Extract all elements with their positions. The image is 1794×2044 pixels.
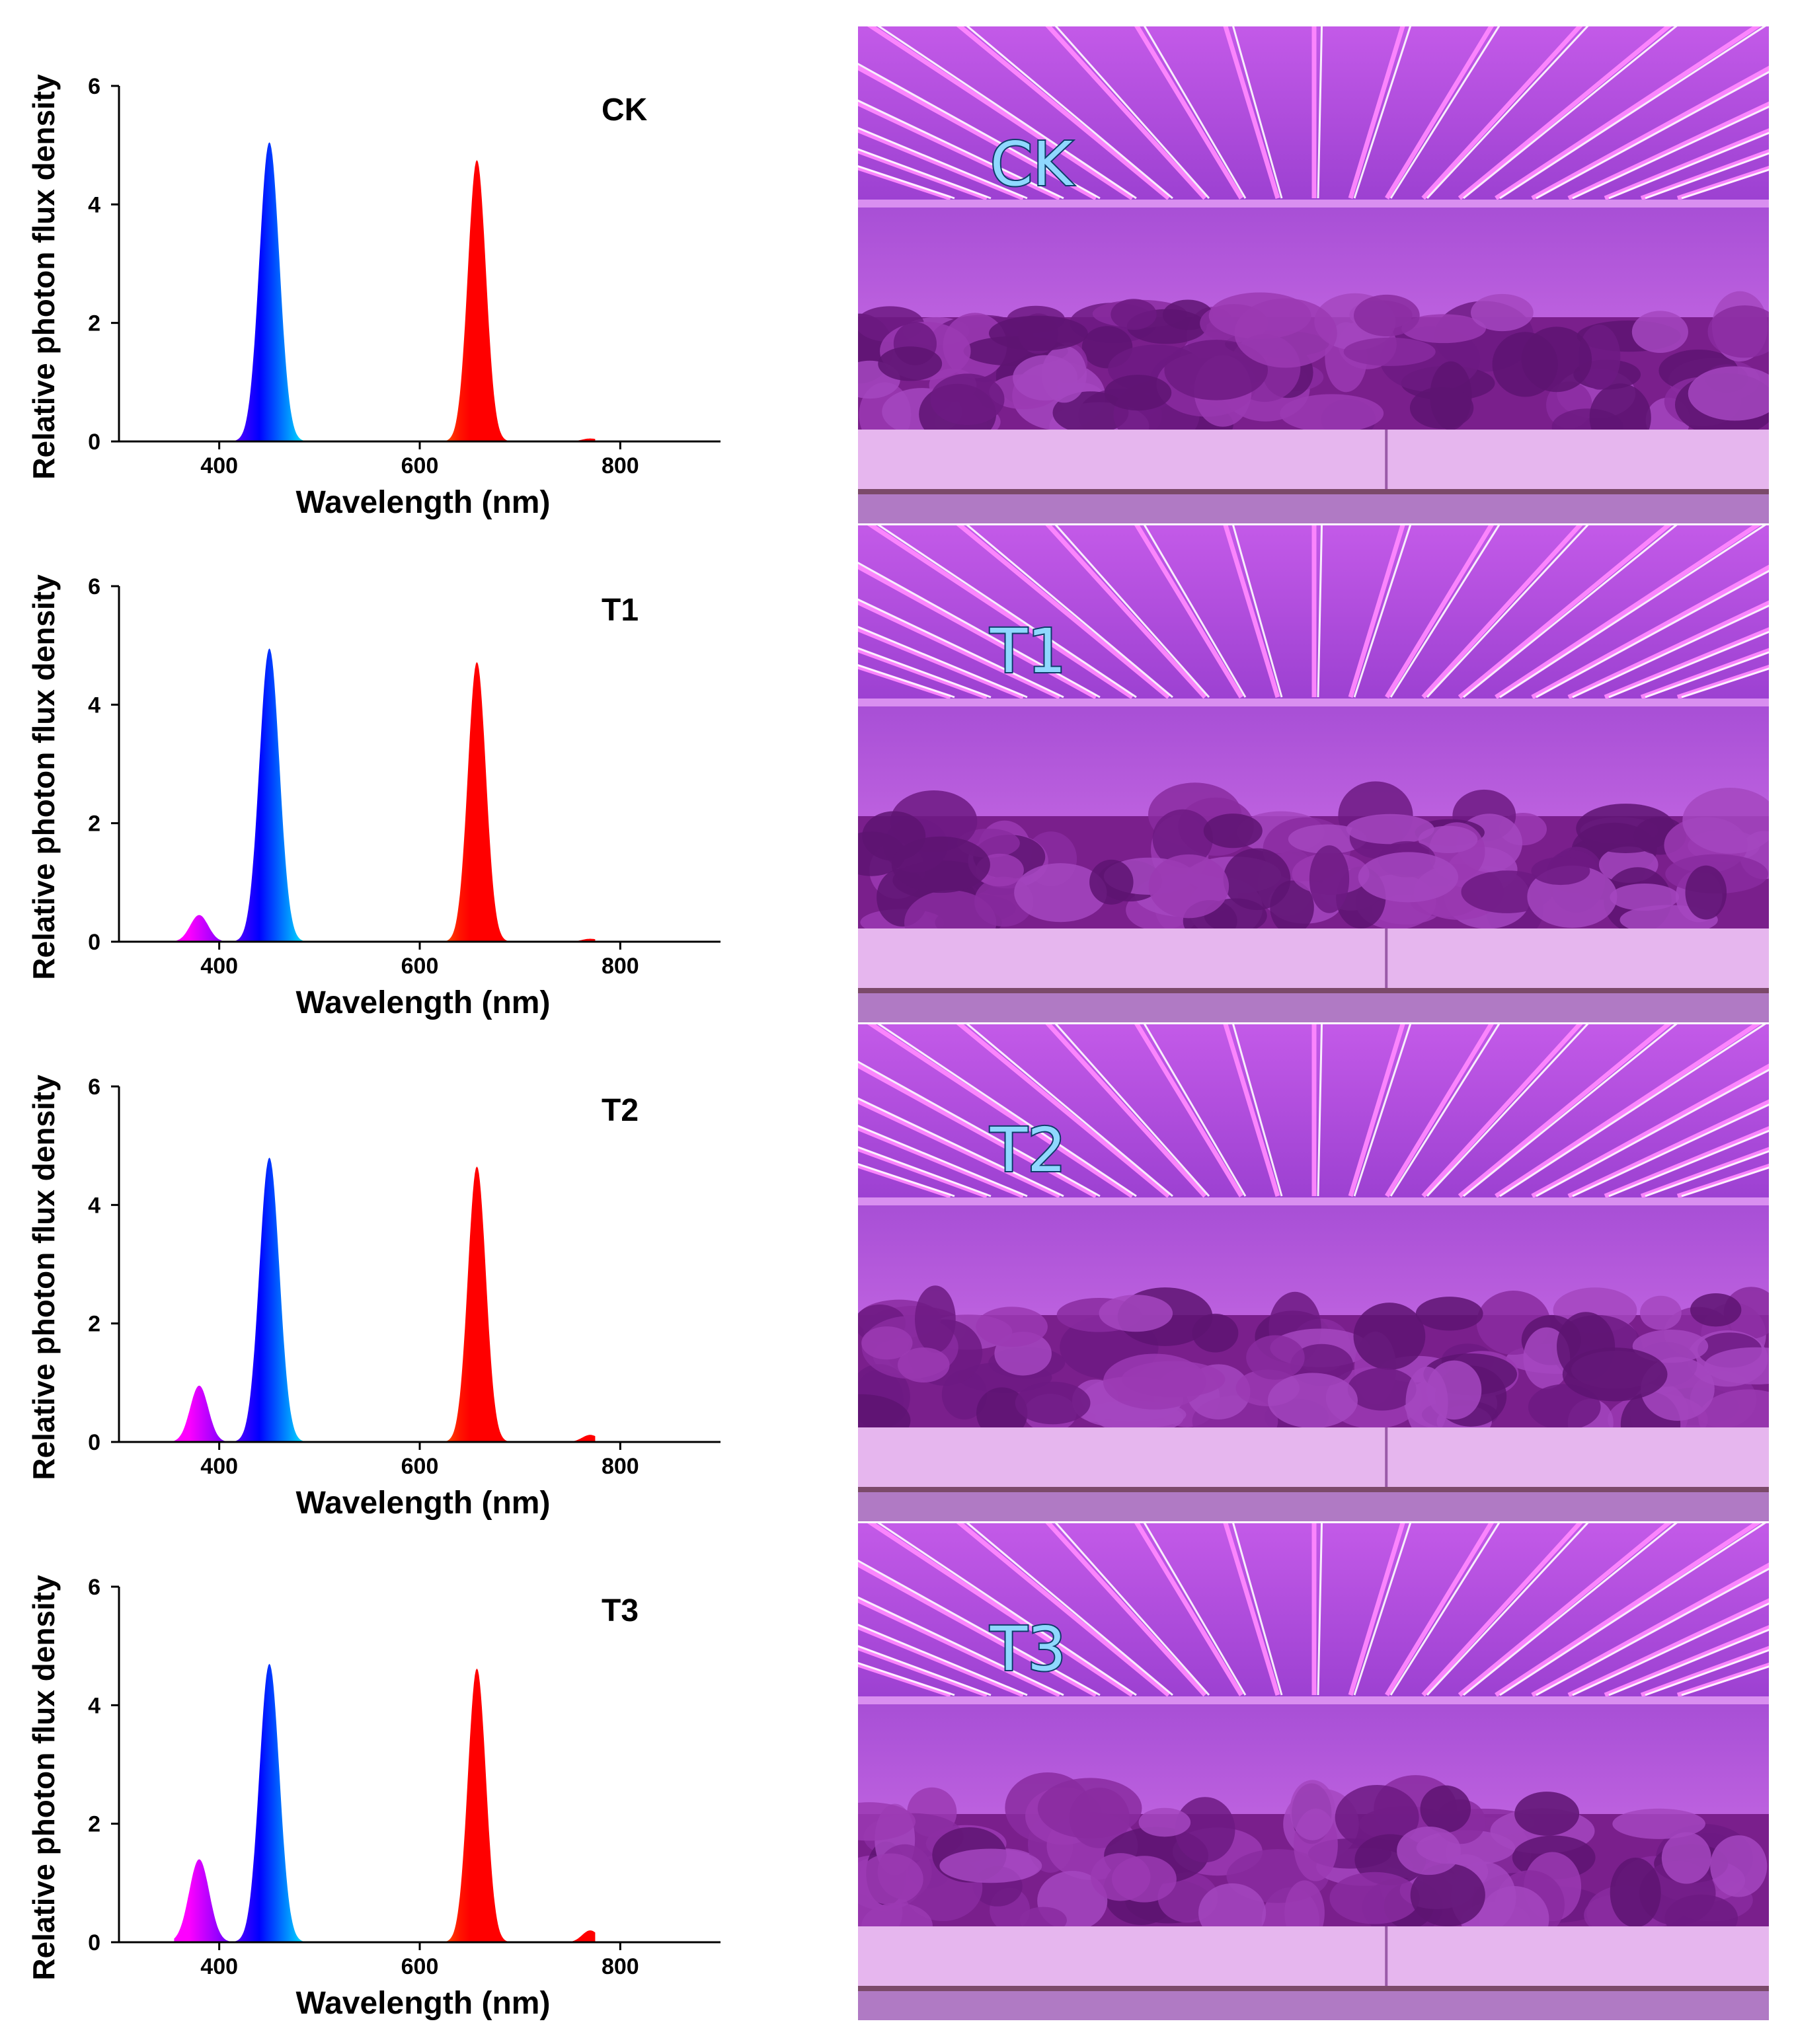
x-tick-label: 600 [401,1454,439,1479]
y-tick-label: 2 [88,1812,100,1837]
foam-tray [858,1926,1769,2020]
chart-svg: 400 600 800 0 2 4 6 Wavelength (nm) Relative pho… [26,74,721,520]
x-tick-label: 400 [200,954,238,979]
spectrum-chart-ck: 400 600 800 0 2 4 6 Wavelength (nm) Relative pho… [0,0,833,520]
y-tick-label: 4 [88,693,100,718]
photo-svg: T2 [858,1024,1769,1521]
spectrum-chart-t1: 400 600 800 0 2 4 6 Wavelength (nm) Relative pho… [0,500,833,1020]
x-axis-title: Wavelength (nm) [296,485,551,520]
growth-photo-t2: T2 [858,1024,1769,1521]
foam-tray [858,928,1769,1022]
photo-svg: T1 [858,525,1769,1022]
photo-svg: T3 [858,1523,1769,2020]
panel-label: T1 [602,593,639,628]
x-axis-title: Wavelength (nm) [296,985,551,1020]
x-tick-label: 600 [401,453,439,478]
y-tick-label: 4 [88,1693,100,1718]
growth-photo-t1: T1 [858,525,1769,1022]
y-tick-label: 4 [88,1193,100,1218]
x-tick-label: 400 [200,1454,238,1479]
lettuce-canopy [858,781,1769,956]
x-tick-label: 600 [401,1954,439,1979]
y-tick-label: 4 [88,192,100,217]
y-tick-label: 0 [88,1930,100,1955]
x-tick-label: 600 [401,954,439,979]
chart-svg: 400 600 800 0 2 4 6 Wavelength (nm) Relative pho… [26,574,721,1020]
x-tick-label: 800 [602,453,639,478]
lettuce-canopy [858,1772,1769,1954]
photo-treatment-label: CK [990,129,1074,200]
x-tick-label: 400 [200,453,238,478]
lettuce-canopy [858,1285,1769,1457]
led-strips [858,525,1769,700]
foam-tray [858,1427,1769,1521]
y-tick-label: 2 [88,311,100,336]
spectrum-area [174,142,596,441]
x-tick-label: 800 [602,1454,639,1479]
x-tick-label: 800 [602,1954,639,1979]
y-tick-label: 6 [88,74,100,99]
spectrum-chart-t3: 400 600 800 0 2 4 6 Wavelength (nm) Relative pho… [0,1501,833,2021]
y-tick-label: 6 [88,1575,100,1600]
x-axis-title: Wavelength (nm) [296,1486,551,1521]
x-axis-title: Wavelength (nm) [296,1986,551,2021]
chart-svg: 400 600 800 0 2 4 6 Wavelength (nm) Relative pho… [26,1075,721,1521]
y-axis-title: Relative photon flux density [26,1075,61,1480]
spectrum-area [174,648,596,942]
x-tick-label: 400 [200,1954,238,1979]
photo-treatment-label: T1 [990,616,1066,687]
spectrum-chart-t2: 400 600 800 0 2 4 6 Wavelength (nm) Relative pho… [0,1001,833,1521]
panel-label: T3 [602,1593,639,1628]
y-tick-label: 2 [88,812,100,837]
photo-svg: CK [858,26,1769,523]
panel-label: T2 [602,1093,639,1128]
led-strips [858,1024,1769,1199]
y-axis-title: Relative photon flux density [26,574,61,980]
y-tick-label: 6 [88,574,100,599]
y-tick-label: 6 [88,1075,100,1100]
x-tick-label: 800 [602,954,639,979]
led-strips [858,26,1769,201]
growth-photo-t3: T3 [858,1523,1769,2020]
panel-label: CK [602,93,648,128]
chart-svg: 400 600 800 0 2 4 6 Wavelength (nm) Relative pho… [26,1575,721,2021]
y-axis-title: Relative photon flux density [26,74,61,480]
y-tick-label: 0 [88,430,100,455]
y-axis-title: Relative photon flux density [26,1575,61,1981]
led-strips [858,1523,1769,1698]
growth-photo-ck: CK [858,26,1769,523]
y-tick-label: 0 [88,1430,100,1455]
photo-treatment-label: T3 [990,1614,1066,1684]
spectrum-area [174,1157,596,1442]
y-tick-label: 2 [88,1312,100,1337]
spectrum-area [174,1663,596,1942]
photo-treatment-label: T2 [990,1115,1066,1186]
foam-tray [858,430,1769,523]
y-tick-label: 0 [88,930,100,955]
